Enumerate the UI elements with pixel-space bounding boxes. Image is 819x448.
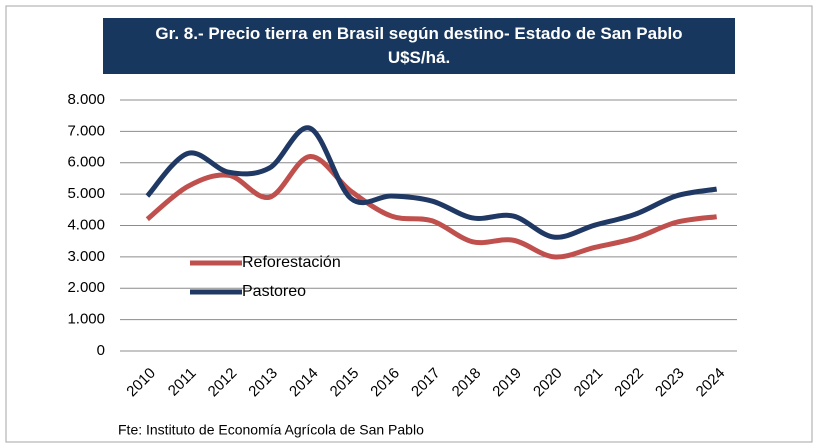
y-tick-label: 1.000 — [67, 311, 105, 328]
source-note: Fte: Instituto de Economía Agrícola de S… — [118, 422, 424, 438]
y-tick-label: 4.000 — [67, 216, 105, 233]
y-tick-label: 5.000 — [67, 185, 105, 202]
line-series — [145, 125, 718, 240]
y-tick-label: 0 — [97, 342, 105, 359]
y-tick-label: 8.000 — [67, 91, 105, 108]
legend-label: Reforestación — [242, 254, 341, 271]
y-tick-label: 6.000 — [67, 154, 105, 171]
y-tick-label: 2.000 — [67, 279, 105, 296]
line-series — [145, 153, 718, 260]
chart-title: Gr. 8.- Precio tierra en Brasil según de… — [103, 18, 735, 74]
legend-label: Pastoreo — [242, 283, 306, 300]
y-tick-label: 3.000 — [67, 248, 105, 265]
y-tick-label: 7.000 — [67, 122, 105, 139]
